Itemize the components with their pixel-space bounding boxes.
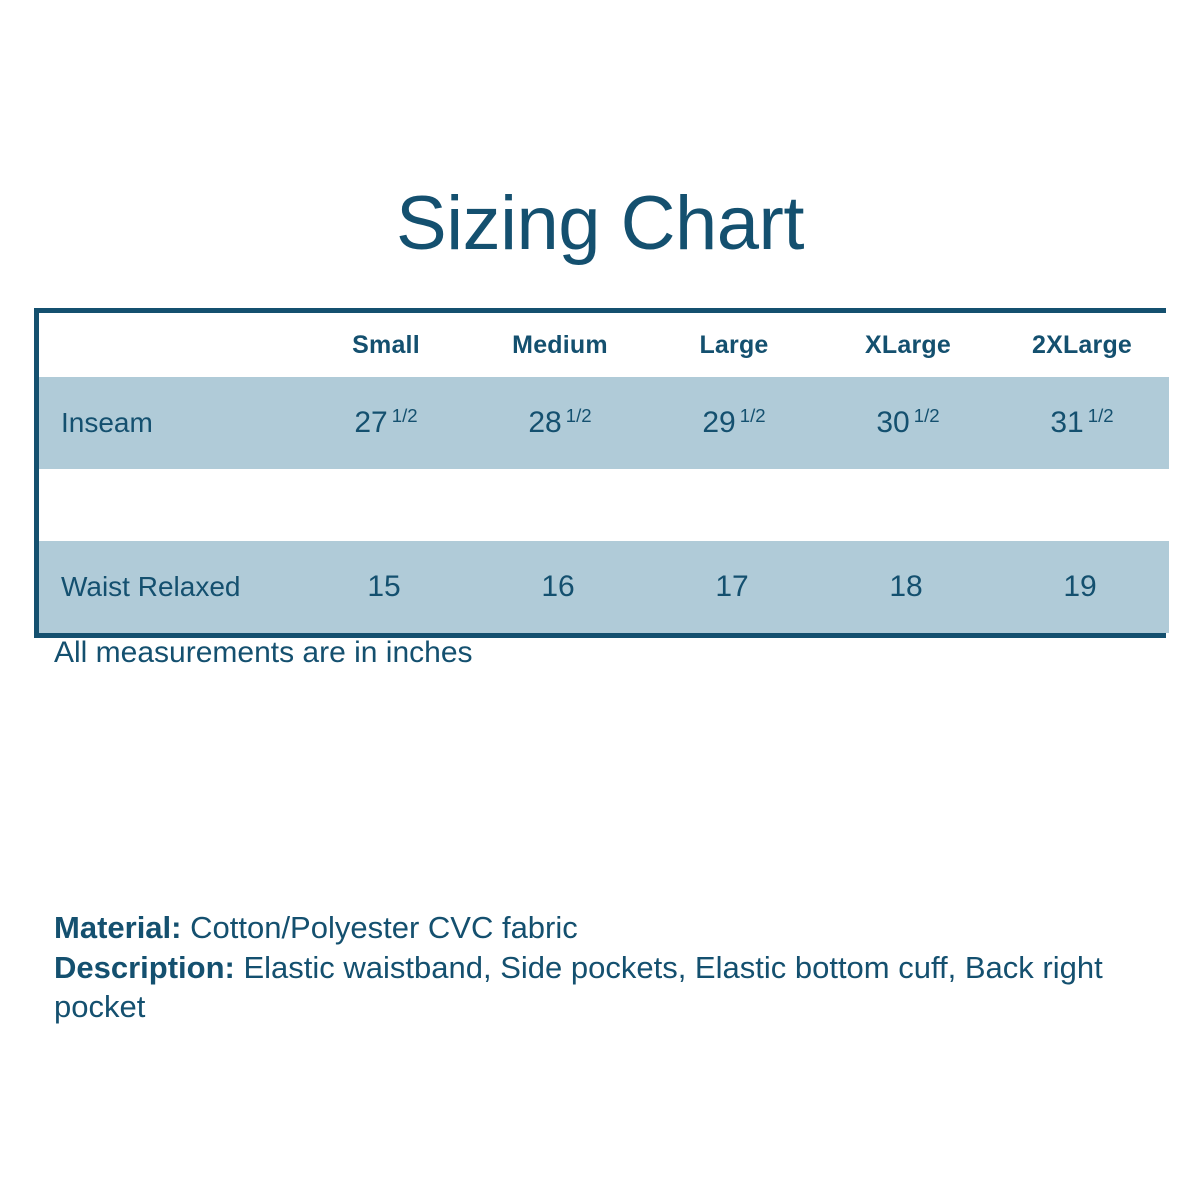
table-header-row: Small Medium Large XLarge 2XLarge: [39, 313, 1169, 377]
description-value: Elastic waistband, Side pockets, Elastic…: [54, 949, 1103, 1025]
cell-value: 27: [354, 406, 388, 440]
cell-value: 15: [367, 570, 401, 604]
material-line: Material: Cotton/Polyester CVC fabric: [54, 908, 1154, 948]
material-label: Material:: [54, 910, 182, 945]
page-title: Sizing Chart: [396, 181, 804, 266]
cell-value: 29: [702, 406, 736, 440]
cell-fraction: 1/2: [739, 405, 766, 427]
column-header-xlarge: XLarge: [865, 330, 951, 359]
cell-inseam-large: 29 1/2: [647, 377, 821, 469]
cell-waist-2xlarge: 19: [995, 541, 1169, 633]
product-details: Material: Cotton/Polyester CVC fabric De…: [54, 908, 1154, 1027]
spacer-cell: [299, 469, 473, 541]
spacer-cell: [39, 469, 299, 541]
cell-waist-medium: 16: [473, 541, 647, 633]
cell-value: 28: [528, 406, 562, 440]
column-header-small: Small: [352, 330, 420, 359]
cell-value: 30: [876, 406, 910, 440]
cell-value: 31: [1050, 406, 1084, 440]
cell-fraction: 1/2: [391, 405, 418, 427]
description-line: Description: Elastic waistband, Side poc…: [54, 948, 1154, 1027]
cell-fraction: 1/2: [1087, 405, 1114, 427]
table-spacer-row: [39, 469, 1169, 541]
cell-inseam-medium: 28 1/2: [473, 377, 647, 469]
cell-waist-small: 15: [299, 541, 473, 633]
description-label: Description:: [54, 949, 235, 985]
column-header-2xlarge: 2XLarge: [1031, 330, 1133, 359]
column-header-large: Large: [699, 330, 769, 359]
cell-value: 17: [715, 570, 749, 604]
measurement-units-note: All measurements are in inches: [54, 636, 473, 669]
cell-inseam-2xlarge: 31 1/2: [995, 377, 1169, 469]
table-row: Inseam 27 1/2 28 1/2 29 1/2 30 1/2 31 1/2: [39, 377, 1169, 469]
cell-inseam-xlarge: 30 1/2: [821, 377, 995, 469]
sizing-table: Small Medium Large XLarge 2XLarge Inseam…: [39, 313, 1169, 633]
cell-inseam-small: 27 1/2: [299, 377, 473, 469]
column-header-measurement: [39, 313, 299, 377]
spacer-cell: [821, 469, 995, 541]
cell-waist-large: 17: [647, 541, 821, 633]
spacer-cell: [473, 469, 647, 541]
cell-value: 19: [1063, 570, 1097, 604]
table-row: Waist Relaxed 15 16 17 18 19: [39, 541, 1169, 633]
spacer-cell: [647, 469, 821, 541]
sizing-table-container: Small Medium Large XLarge 2XLarge Inseam…: [34, 308, 1169, 638]
cell-fraction: 1/2: [913, 405, 940, 427]
row-label-waist-relaxed: Waist Relaxed: [61, 571, 241, 602]
cell-value: 16: [541, 570, 575, 604]
material-value: Cotton/Polyester CVC fabric: [190, 910, 578, 945]
cell-waist-xlarge: 18: [821, 541, 995, 633]
row-label-inseam: Inseam: [61, 407, 153, 438]
column-header-medium: Medium: [512, 330, 608, 359]
cell-value: 18: [889, 570, 923, 604]
cell-fraction: 1/2: [565, 405, 592, 427]
spacer-cell: [995, 469, 1169, 541]
